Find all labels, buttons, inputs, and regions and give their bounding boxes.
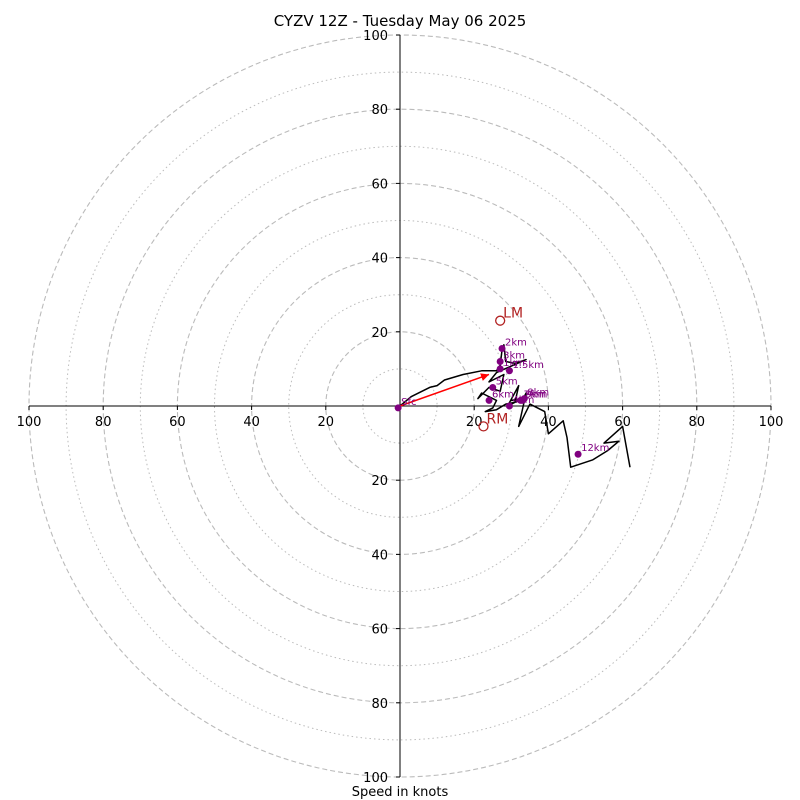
height-marker	[505, 402, 513, 410]
height-marker	[498, 344, 506, 352]
height-marker-label: Sfc	[401, 397, 416, 408]
storm-motion-label: RM	[486, 411, 508, 427]
y-tick-label: 80	[371, 697, 388, 712]
y-tick-label: 100	[363, 771, 388, 786]
height-marker	[394, 404, 402, 412]
x-tick-label: 40	[243, 415, 260, 430]
y-tick-label: 60	[371, 177, 388, 192]
x-tick-label: 100	[759, 415, 784, 430]
y-tick-label: 20	[371, 326, 388, 341]
height-marker-label: 6km	[492, 389, 514, 400]
height-marker-label: 9km	[525, 389, 547, 400]
height-marker	[489, 383, 497, 391]
height-marker-label: 3km	[503, 350, 525, 361]
height-marker-label: 8km	[527, 388, 549, 399]
x-axis-label: Speed in knots	[352, 785, 449, 800]
x-tick-label: 100	[17, 415, 42, 430]
height-marker-label: 1.5km	[512, 360, 543, 371]
chart-title: CYZV 12Z - Tuesday May 06 2025	[274, 12, 527, 30]
y-tick-label: 40	[371, 252, 388, 267]
height-marker-label: 5km	[496, 376, 518, 387]
x-tick-label: 20	[318, 415, 335, 430]
height-marker	[496, 357, 504, 365]
height-marker	[574, 450, 582, 458]
height-marker-label: 2km	[505, 337, 527, 348]
storm-motion-marker	[495, 315, 506, 326]
y-tick-label: 80	[371, 103, 388, 118]
mean-wind-arrow-group	[399, 373, 490, 407]
x-tick-label: 80	[95, 415, 112, 430]
x-tick-label: 60	[169, 415, 186, 430]
arrow-head	[480, 373, 490, 381]
y-tick-label: 40	[371, 548, 388, 563]
height-marker	[517, 396, 525, 404]
y-tick-label: 100	[363, 29, 388, 44]
x-tick-label: 20	[466, 415, 483, 430]
height-marker-label: 12km	[581, 443, 609, 454]
storm-motion-markers: LM RM	[478, 306, 523, 432]
x-tick-label: 80	[689, 415, 706, 430]
height-marker	[496, 365, 504, 373]
height-marker	[485, 396, 493, 404]
height-marker-label: 1km	[503, 358, 525, 369]
height-marker	[505, 367, 513, 375]
storm-motion-label: LM	[503, 306, 523, 322]
x-tick-label: 40	[540, 415, 557, 430]
y-tick-label: 60	[371, 623, 388, 638]
y-tick-label: 20	[371, 474, 388, 489]
storm-motion-marker	[478, 421, 489, 432]
height-marker-label: 7km	[524, 389, 546, 400]
x-tick-label: 60	[614, 415, 631, 430]
mean-wind-arrow	[399, 373, 490, 407]
tick-labels: 100 80 60 40 20 20 40 60 80 100 100 80 60 40 20 20 40 60 8…	[17, 29, 784, 786]
